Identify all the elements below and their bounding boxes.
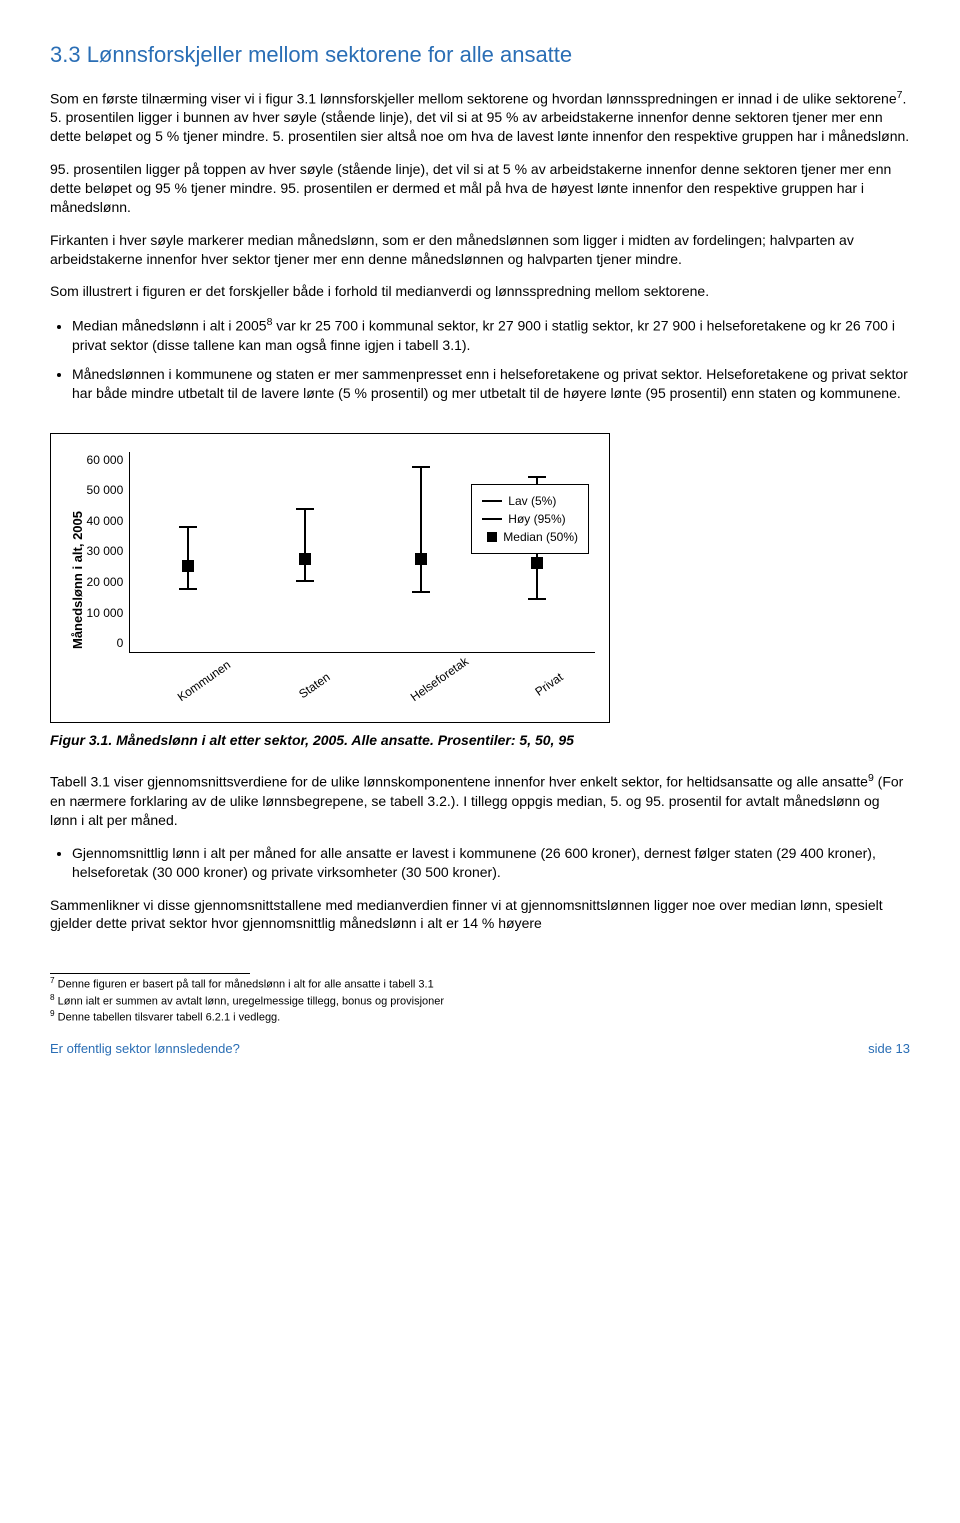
paragraph: Som illustrert i figuren er det forskjel… [50, 282, 910, 301]
list-item: Gjennomsnittlig lønn i alt per måned for… [72, 844, 910, 882]
legend-marker [487, 532, 497, 542]
footnote-text: Lønn ialt er summen av avtalt lønn, ureg… [55, 995, 444, 1007]
text: Median månedslønn i alt i 2005 [72, 318, 267, 334]
y-tick-label: 30 000 [87, 543, 124, 559]
list-item: Månedslønnen i kommunene og staten er me… [72, 365, 910, 403]
page-number: side 13 [868, 1040, 910, 1058]
footnote: 8 Lønn ialt er summen av avtalt lønn, ur… [50, 993, 870, 1009]
paragraph: Tabell 3.1 viser gjennomsnittsverdiene f… [50, 771, 910, 829]
bullet-list: Median månedslønn i alt i 20058 var kr 2… [50, 315, 910, 402]
x-tick-label: Staten [291, 669, 333, 705]
bullet-list: Gjennomsnittlig lønn i alt per måned for… [50, 844, 910, 882]
chart-series [168, 452, 208, 652]
chart-legend: Lav (5%) Høy (95%) Median (50%) [471, 484, 589, 555]
chart-series [401, 452, 441, 652]
y-tick-label: 50 000 [87, 482, 124, 498]
legend-item-low: Lav (5%) [482, 493, 578, 509]
figure-3-1-chart: Månedslønn i alt, 2005 0 10 000 20 000 30 0… [50, 433, 610, 723]
footnote-text: Denne figuren er basert på tall for måne… [55, 979, 434, 991]
section-heading: 3.3 Lønnsforskjeller mellom sektorene fo… [50, 40, 910, 70]
legend-item-median: Median (50%) [482, 529, 578, 545]
chart-series [285, 452, 325, 652]
footnote: 7 Denne figuren er basert på tall for må… [50, 976, 870, 992]
list-item: Median månedslønn i alt i 20058 var kr 2… [72, 315, 910, 354]
page-footer: Er offentlig sektor lønnsledende? side 1… [50, 1040, 910, 1058]
y-tick-label: 60 000 [87, 452, 124, 468]
legend-marker [482, 500, 502, 502]
text: Tabell 3.1 viser gjennomsnittsverdiene f… [50, 774, 868, 790]
y-axis-label: Månedslønn i alt, 2005 [65, 452, 87, 708]
legend-item-high: Høy (95%) [482, 511, 578, 527]
x-tick-label: Kommunen [175, 669, 217, 705]
paragraph: 95. prosentilen ligger på toppen av hver… [50, 160, 910, 217]
text: Som en første tilnærming viser vi i figu… [50, 90, 897, 106]
y-tick-label: 20 000 [87, 574, 124, 590]
x-axis-labels: KommunenStatenHelseforetakPrivat [129, 653, 595, 675]
legend-label: Høy (95%) [508, 511, 565, 527]
figure-caption: Figur 3.1. Månedslønn i alt etter sektor… [50, 731, 910, 750]
x-tick-label: Privat [524, 669, 566, 705]
footnote-text: Denne tabellen tilsvarer tabell 6.2.1 i … [55, 1012, 281, 1024]
legend-label: Lav (5%) [508, 493, 556, 509]
paragraph: Som en første tilnærming viser vi i figu… [50, 88, 910, 146]
legend-label: Median (50%) [503, 529, 578, 545]
legend-marker [482, 518, 502, 520]
y-tick-label: 10 000 [87, 605, 124, 621]
paragraph: Firkanten i hver søyle markerer median m… [50, 231, 910, 269]
x-tick-label: Helseforetak [408, 669, 450, 705]
footnote: 9 Denne tabellen tilsvarer tabell 6.2.1 … [50, 1009, 870, 1025]
y-axis-ticks: 0 10 000 20 000 30 000 40 000 50 000 60 000 [87, 452, 130, 652]
paragraph: Sammenlikner vi disse gjennomsnittstalle… [50, 896, 910, 934]
footer-title: Er offentlig sektor lønnsledende? [50, 1040, 240, 1058]
y-tick-label: 40 000 [87, 513, 124, 529]
y-tick-label: 0 [87, 635, 124, 651]
footnotes: 7 Denne figuren er basert på tall for må… [50, 976, 870, 1025]
